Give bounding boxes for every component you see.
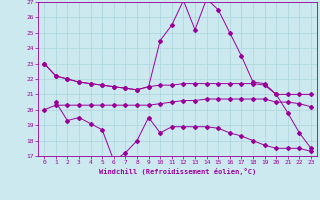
X-axis label: Windchill (Refroidissement éolien,°C): Windchill (Refroidissement éolien,°C) [99, 168, 256, 175]
